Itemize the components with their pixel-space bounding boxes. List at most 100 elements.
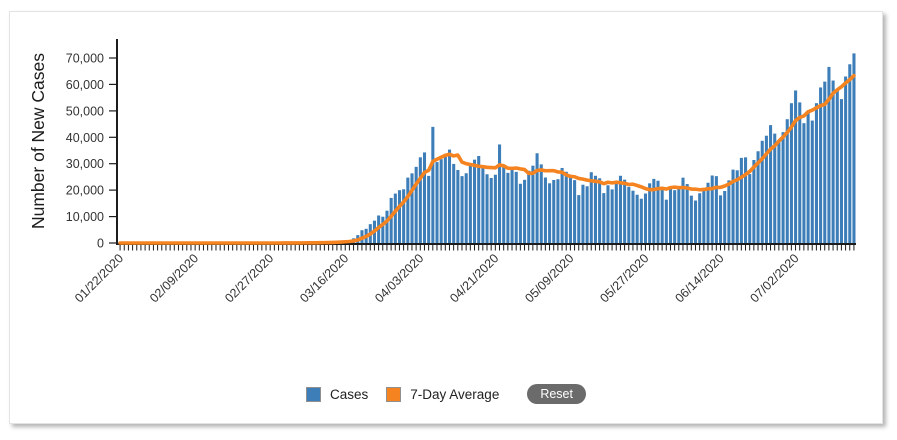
case-bar	[498, 144, 502, 243]
chart-legend: Cases 7-Day Average Reset	[10, 384, 882, 404]
case-bar	[468, 164, 472, 243]
case-bar	[464, 173, 468, 243]
case-bar	[631, 190, 635, 243]
y-axis-title: Number of New Cases	[28, 53, 48, 229]
case-bar	[677, 187, 681, 243]
case-bar	[406, 177, 410, 243]
case-bar	[727, 180, 731, 243]
case-bar	[514, 171, 518, 243]
case-bar	[510, 168, 514, 243]
case-bar	[794, 90, 798, 244]
case-bar	[810, 120, 814, 243]
case-bar	[548, 183, 552, 243]
legend-label-average: 7-Day Average	[410, 386, 500, 402]
x-tick-label: 02/09/2020	[147, 251, 201, 305]
y-tick-label: 40,000	[66, 131, 104, 145]
case-bar	[577, 195, 581, 243]
x-tick-label: 05/09/2020	[522, 251, 576, 305]
case-bar	[819, 87, 823, 243]
case-bar	[839, 99, 843, 243]
y-tick-label: 70,000	[66, 52, 104, 66]
case-bar	[752, 160, 756, 243]
case-bar	[627, 186, 631, 243]
case-bar	[635, 194, 639, 243]
case-bar	[560, 167, 564, 243]
case-bar	[693, 200, 698, 243]
y-tick-label: 50,000	[66, 104, 104, 118]
case-bar	[760, 140, 764, 243]
case-bar	[689, 195, 693, 243]
case-bar	[606, 185, 610, 243]
legend-item-average[interactable]: 7-Day Average	[386, 386, 500, 402]
chart-panel: Number of New Cases 0 10,000 20,000 30,000 40…	[9, 11, 883, 424]
legend-item-cases[interactable]: Cases	[306, 386, 368, 402]
x-axis: 01/22/2020 02/09/2020 02/27/2020 03/16/2020…	[72, 243, 856, 305]
case-bar	[506, 172, 510, 243]
case-bar	[827, 66, 831, 243]
case-bar	[435, 162, 439, 243]
case-bar	[735, 170, 739, 243]
case-bar	[489, 177, 493, 243]
case-bar	[618, 175, 623, 243]
case-bar	[664, 199, 668, 243]
case-bar	[493, 174, 497, 243]
x-tick-label: 03/16/2020	[297, 251, 351, 305]
case-bar	[402, 189, 406, 243]
case-bar	[443, 153, 447, 243]
case-bar	[848, 64, 852, 243]
x-tick-label: 04/03/2020	[372, 251, 426, 305]
case-bar	[656, 180, 660, 243]
case-bar	[756, 151, 760, 243]
case-bar	[593, 175, 597, 243]
case-bar	[639, 198, 643, 243]
case-bar	[527, 170, 531, 243]
case-bar	[556, 179, 560, 243]
case-bar	[698, 193, 702, 243]
case-bar	[389, 197, 393, 243]
case-bar	[385, 210, 389, 243]
case-bar	[564, 171, 568, 243]
y-tick-label: 10,000	[66, 210, 104, 224]
bars-series[interactable]	[293, 53, 856, 244]
case-bar	[452, 163, 456, 243]
case-bar	[535, 153, 539, 243]
case-bar	[852, 53, 856, 244]
x-tick-label: 02/27/2020	[222, 251, 276, 305]
case-bar	[798, 102, 802, 244]
case-bar	[681, 177, 685, 243]
case-bar	[648, 183, 652, 243]
y-axis: 0 10,000 20,000 30,000 40,000 50,000 60,000 70,…	[66, 39, 118, 251]
case-bar	[531, 165, 535, 243]
x-tick-label: 06/14/2020	[672, 251, 726, 305]
case-bar	[381, 216, 385, 243]
case-bar	[456, 170, 460, 243]
case-bar	[439, 159, 443, 243]
case-bar	[598, 178, 602, 243]
case-bar	[739, 157, 743, 243]
case-bar	[523, 179, 527, 243]
case-bar	[764, 135, 768, 243]
x-tick-label: 07/02/2020	[747, 251, 801, 305]
case-bar	[785, 119, 789, 243]
case-bar	[477, 155, 481, 243]
cases-color-swatch	[306, 386, 321, 402]
case-bar	[806, 112, 810, 243]
y-tick-label: 20,000	[66, 184, 104, 198]
case-bar	[397, 190, 402, 243]
average-line[interactable]	[118, 73, 856, 245]
case-bar	[573, 180, 577, 243]
cases-chart[interactable]: Number of New Cases 0 10,000 20,000 30,000 40…	[10, 12, 882, 352]
case-bar	[623, 179, 627, 243]
case-bar	[789, 103, 793, 243]
case-bar	[410, 173, 414, 243]
case-bar	[481, 167, 485, 243]
case-bar	[589, 172, 593, 243]
case-bar	[502, 166, 506, 243]
case-bar	[777, 140, 781, 243]
case-bar	[668, 188, 673, 243]
case-bar	[643, 193, 648, 243]
y-tick-label: 60,000	[66, 78, 104, 92]
case-bar	[802, 123, 806, 243]
reset-button[interactable]: Reset	[527, 384, 586, 404]
